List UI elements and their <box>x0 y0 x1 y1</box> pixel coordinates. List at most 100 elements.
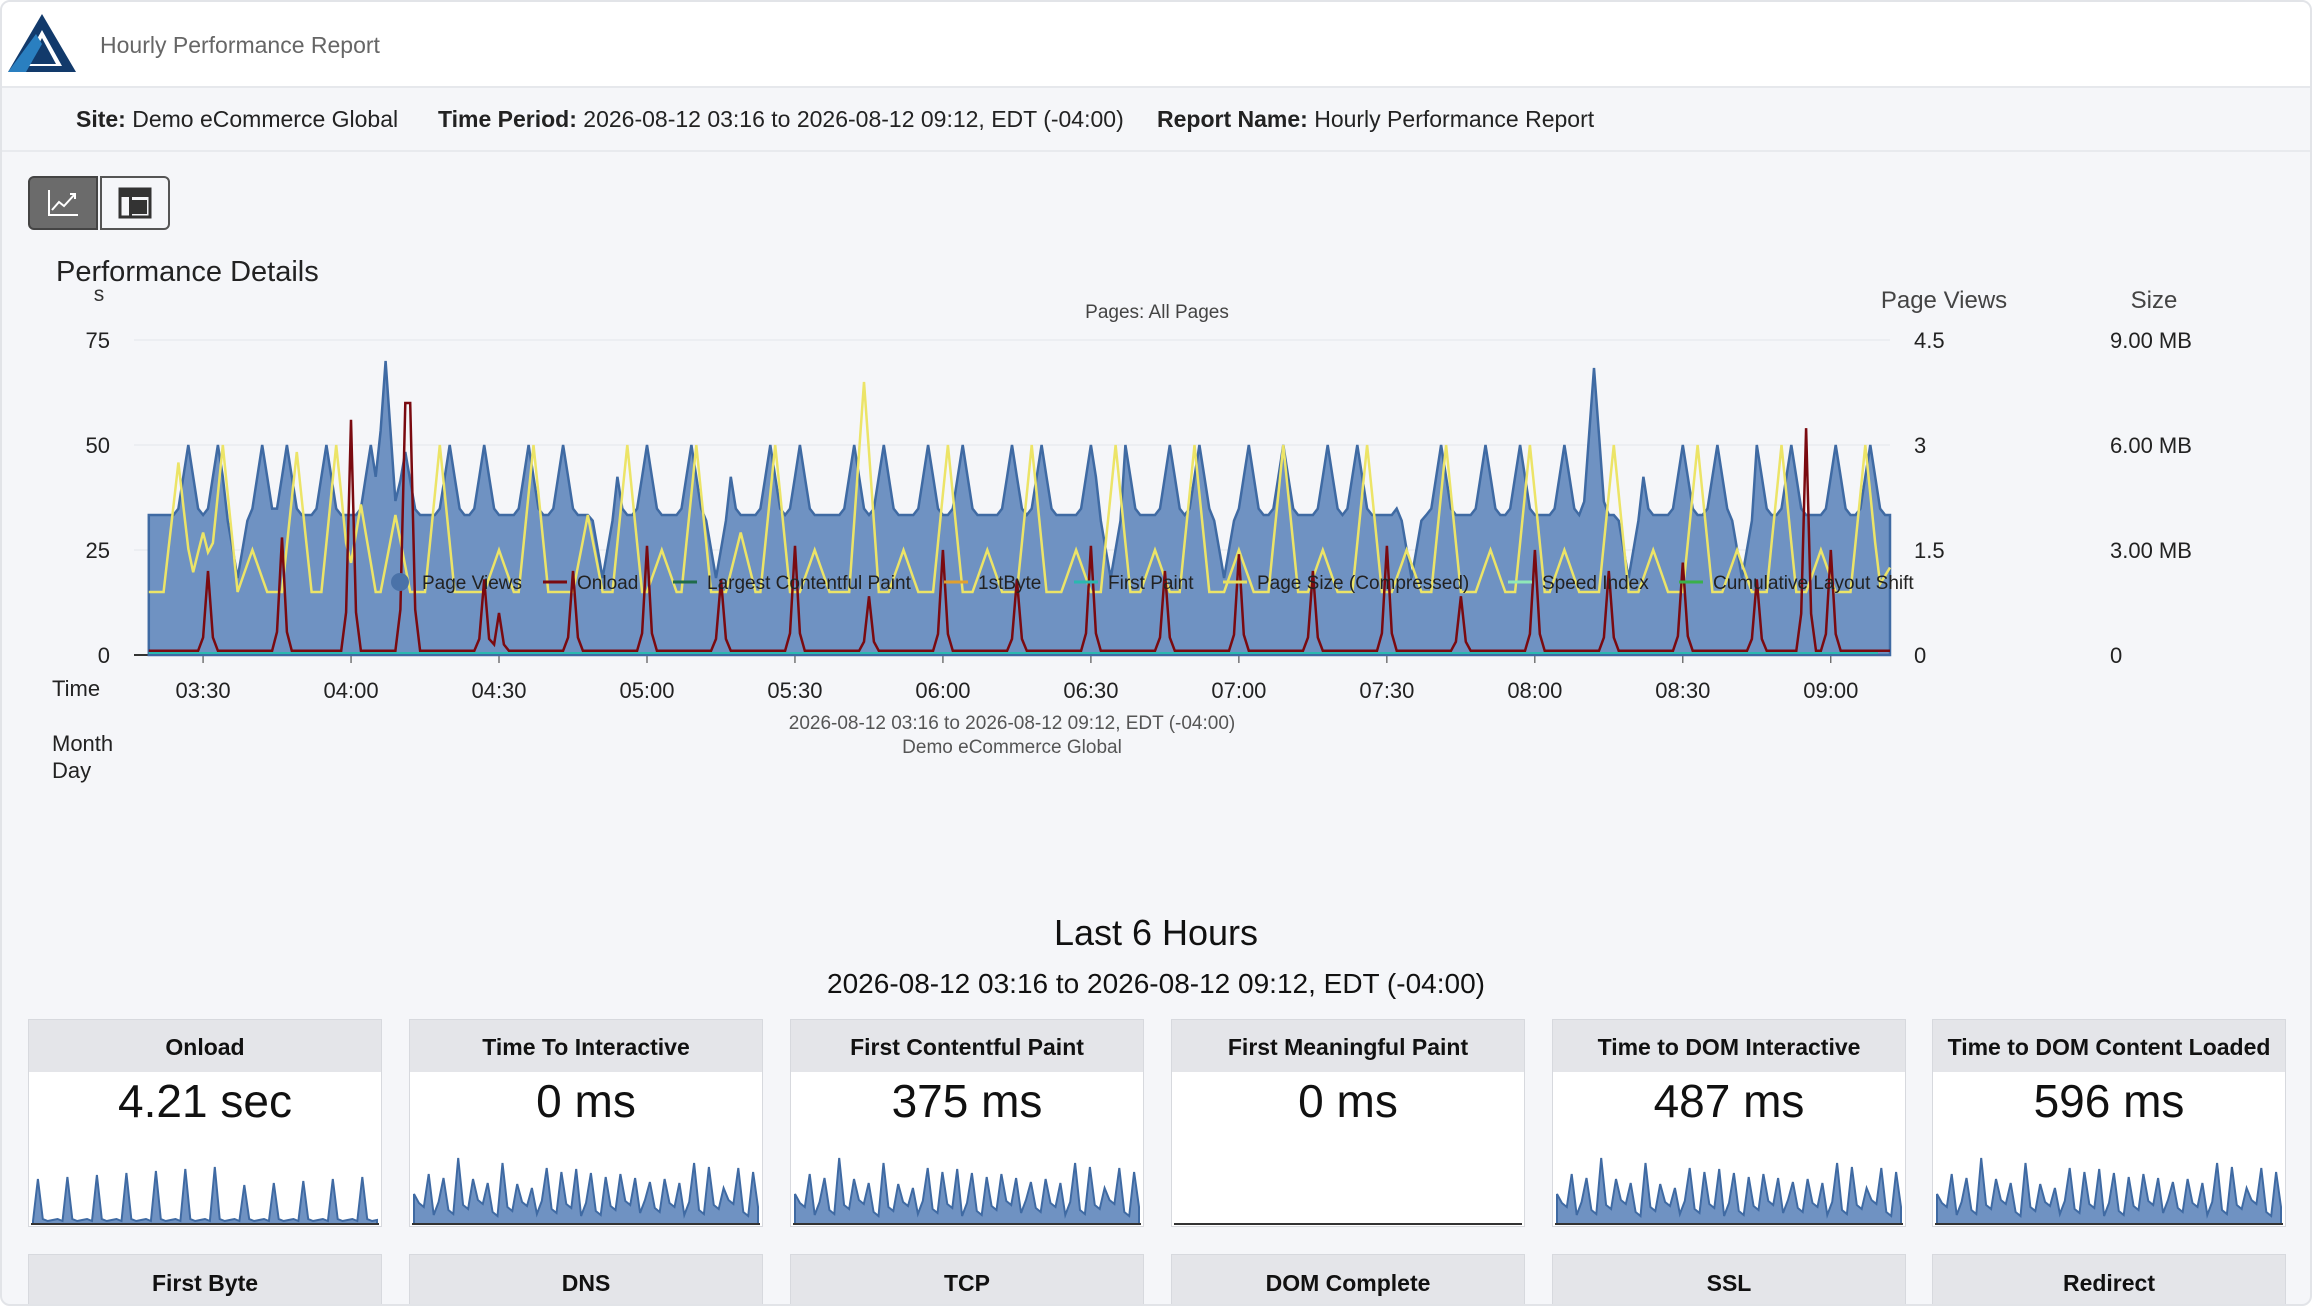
x-axis-tick: 09:00 <box>1803 678 1858 703</box>
performance-chart: 0 25 50 75 s Pages: All Pages 0 1.5 3 4.5 Page Vie… <box>52 283 2192 783</box>
x-axis-tick: 08:30 <box>1655 678 1710 703</box>
chart-view-button[interactable] <box>28 176 98 230</box>
kpi-card-value: 375 ms <box>891 1075 1043 1127</box>
legend-item[interactable]: Speed Index <box>1508 573 1649 594</box>
legend-marker <box>391 573 409 591</box>
x-axis-tick: 05:00 <box>619 678 674 703</box>
legend-item[interactable]: Page Views <box>391 573 522 594</box>
legend-label: 1stByte <box>978 573 1041 594</box>
left-axis-tick: 25 <box>86 538 110 563</box>
kpi-card-title[interactable]: DOM Complete <box>1171 1254 1525 1304</box>
period-value: 2026-08-12 03:16 to 2026-08-12 09:12, ED… <box>583 106 1124 132</box>
x-axis-tick: 06:30 <box>1063 678 1118 703</box>
left-axis-tick: 0 <box>98 643 110 668</box>
onload-series <box>148 401 1890 654</box>
left-axis-tick: 50 <box>86 433 110 458</box>
views-axis-title: Page Views <box>1881 287 2007 314</box>
x-row-label-month: Month <box>52 731 113 756</box>
kpi-sparkline <box>1555 1157 1903 1225</box>
x-axis-tick: 06:00 <box>915 678 970 703</box>
legend-label: Speed Index <box>1542 573 1649 594</box>
kpi-title: Last 6 Hours <box>1053 912 1259 953</box>
legend-label: Page Size (Compressed) <box>1257 573 1469 594</box>
table-view-button[interactable] <box>100 176 170 230</box>
onload-line <box>148 401 1890 653</box>
legend-item[interactable]: Onload <box>543 573 638 594</box>
kpi-card-value: 487 ms <box>1653 1075 1805 1127</box>
site-info: Site: Demo eCommerce Global <box>76 106 398 133</box>
kpi-card-title: First Meaningful Paint <box>1172 1020 1524 1072</box>
kpi-card-title: Time To Interactive <box>410 1020 762 1072</box>
x-axis-tick: 04:00 <box>324 678 379 703</box>
site-label: Site: <box>76 106 126 132</box>
kpi-card-title: Time to DOM Content Loaded <box>1933 1020 2285 1072</box>
kpi-sparkline <box>793 1157 1141 1225</box>
app-title: Hourly Performance Report <box>100 32 380 58</box>
size-axis-tick: 3.00 MB <box>2110 538 2192 563</box>
table-icon <box>118 187 152 219</box>
legend-item[interactable]: Page Size (Compressed) <box>1223 573 1469 594</box>
legend-label: Cumulative Layout Shift <box>1713 573 1914 594</box>
kpi-card-value: 0 ms <box>536 1075 636 1127</box>
period-label: Time Period: <box>438 106 577 132</box>
top-bar: Hourly Performance Report <box>2 2 2310 88</box>
views-axis-tick: 3 <box>1914 433 1926 458</box>
kpi-sparkline <box>1174 1223 1522 1225</box>
chart-legend[interactable]: Page Views Onload Largest Contentful Paint… <box>391 573 1914 594</box>
chart-labels: 0 25 50 75 s Pages: All Pages 0 1.5 3 4.5 Page Vie… <box>52 283 2192 783</box>
kpi-card-value: 4.21 sec <box>118 1075 292 1127</box>
x-axis-tick: 07:30 <box>1359 678 1414 703</box>
section-title: Performance Details <box>56 256 319 288</box>
report-name-info: Report Name: Hourly Performance Report <box>1157 106 1594 133</box>
kpi-card-title: First Contentful Paint <box>791 1020 1143 1072</box>
legend-label: First Paint <box>1108 573 1194 594</box>
view-toggle <box>28 176 170 230</box>
x-axis-tick: 05:30 <box>767 678 822 703</box>
kpi-range: 2026-08-12 03:16 to 2026-08-12 09:12, ED… <box>827 968 1485 999</box>
kpi-card[interactable]: First Contentful Paint 375 ms <box>790 1019 1144 1227</box>
x-axis-tick: 04:30 <box>471 678 526 703</box>
views-axis-tick: 1.5 <box>1914 538 1945 563</box>
kpi-card-title[interactable]: TCP <box>790 1254 1144 1304</box>
report-name-value: Hourly Performance Report <box>1314 106 1595 132</box>
kpi-card[interactable]: First Meaningful Paint 0 ms <box>1171 1019 1525 1227</box>
period-info: Time Period: 2026-08-12 03:16 to 2026-08… <box>438 106 1124 133</box>
kpi-card[interactable]: Time to DOM Content Loaded 596 ms <box>1932 1019 2286 1227</box>
kpi-card[interactable]: Time To Interactive 0 ms <box>409 1019 763 1227</box>
size-axis-title: Size <box>2131 287 2178 314</box>
kpi-card[interactable]: Time to DOM Interactive 487 ms <box>1552 1019 1906 1227</box>
kpi-card-value: 0 ms <box>1298 1075 1398 1127</box>
size-axis-tick: 6.00 MB <box>2110 433 2192 458</box>
page-size-series <box>148 381 1892 594</box>
x-axis-tick: 08:00 <box>1507 678 1562 703</box>
size-axis-tick: 0 <box>2110 643 2122 668</box>
x-axis-tick: 07:00 <box>1211 678 1266 703</box>
triangle-logo-icon[interactable] <box>6 10 78 74</box>
legend-item[interactable]: First Paint <box>1074 573 1194 594</box>
kpi-card-value: 596 ms <box>2033 1075 2185 1127</box>
x-axis-caption: 2026-08-12 03:16 to 2026-08-12 09:12, ED… <box>789 713 1235 734</box>
site-value: Demo eCommerce Global <box>132 106 399 132</box>
kpi-card-title[interactable]: SSL <box>1552 1254 1906 1304</box>
kpi-card-title[interactable]: DNS <box>409 1254 763 1304</box>
kpi-card-title: Onload <box>29 1020 381 1072</box>
size-axis-tick: 9.00 MB <box>2110 328 2192 353</box>
legend-item[interactable]: Cumulative Layout Shift <box>1679 573 1914 594</box>
x-axis-caption-site: Demo eCommerce Global <box>902 737 1122 758</box>
kpi-sparkline <box>1935 1157 2283 1225</box>
kpi-card-title[interactable]: Redirect <box>1932 1254 2286 1304</box>
line-chart-icon <box>48 190 78 216</box>
legend-item[interactable]: Largest Contentful Paint <box>673 573 912 594</box>
x-row-label-time: Time <box>52 676 100 701</box>
legend-item[interactable]: 1stByte <box>944 573 1041 594</box>
kpi-card[interactable]: Onload 4.21 sec <box>28 1019 382 1227</box>
legend-label: Page Views <box>422 573 522 594</box>
kpi-card-title[interactable]: First Byte <box>28 1254 382 1304</box>
kpi-sparkline <box>31 1166 379 1225</box>
page-size-line <box>148 381 1892 594</box>
report-name-label: Report Name: <box>1157 106 1308 132</box>
left-axis-unit: s <box>94 283 105 306</box>
report-info-bar: Site: Demo eCommerce Global Time Period:… <box>2 88 2310 152</box>
legend-label: Onload <box>577 573 638 594</box>
